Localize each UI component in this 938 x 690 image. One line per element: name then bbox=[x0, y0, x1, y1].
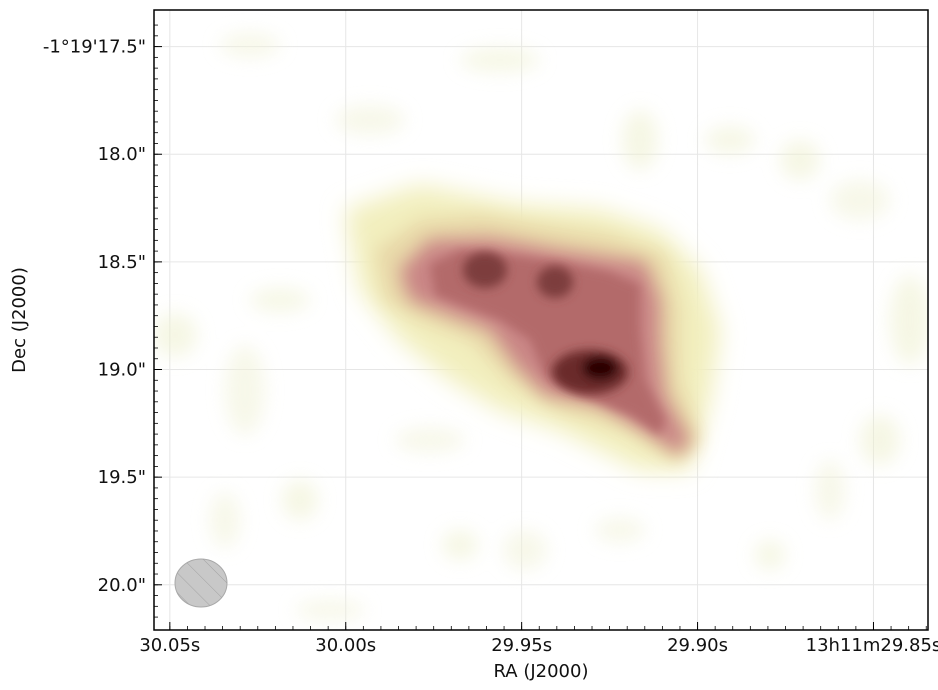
emission-peaks bbox=[463, 252, 628, 394]
tick-labels: 30.05s 30.00s 29.95s 29.90s 13h11m29.85s -1°1… bbox=[43, 37, 938, 656]
faint-noise-patches bbox=[154, 33, 928, 620]
emission-image bbox=[154, 33, 928, 620]
x-tick-label: 13h11m29.85s bbox=[806, 635, 938, 656]
x-tick-label: 29.95s bbox=[491, 635, 552, 656]
y-tick-label: 20.0" bbox=[98, 575, 146, 596]
beam-ellipse bbox=[174, 558, 228, 608]
y-tick-label: 19.5" bbox=[98, 467, 146, 488]
y-axis-label: Dec (J2000) bbox=[9, 267, 30, 373]
y-tick-label: 18.0" bbox=[98, 144, 146, 165]
y-tick-label: -1°19'17.5" bbox=[43, 37, 146, 58]
y-tick-label: 18.5" bbox=[98, 252, 146, 273]
axis-ticks bbox=[154, 24, 927, 630]
x-axis-label: RA (J2000) bbox=[494, 661, 589, 682]
x-tick-label: 30.05s bbox=[139, 635, 200, 656]
x-tick-label: 30.00s bbox=[315, 635, 376, 656]
x-tick-label: 29.90s bbox=[667, 635, 728, 656]
plot-frame bbox=[153, 9, 929, 631]
y-tick-label: 19.0" bbox=[98, 360, 146, 381]
